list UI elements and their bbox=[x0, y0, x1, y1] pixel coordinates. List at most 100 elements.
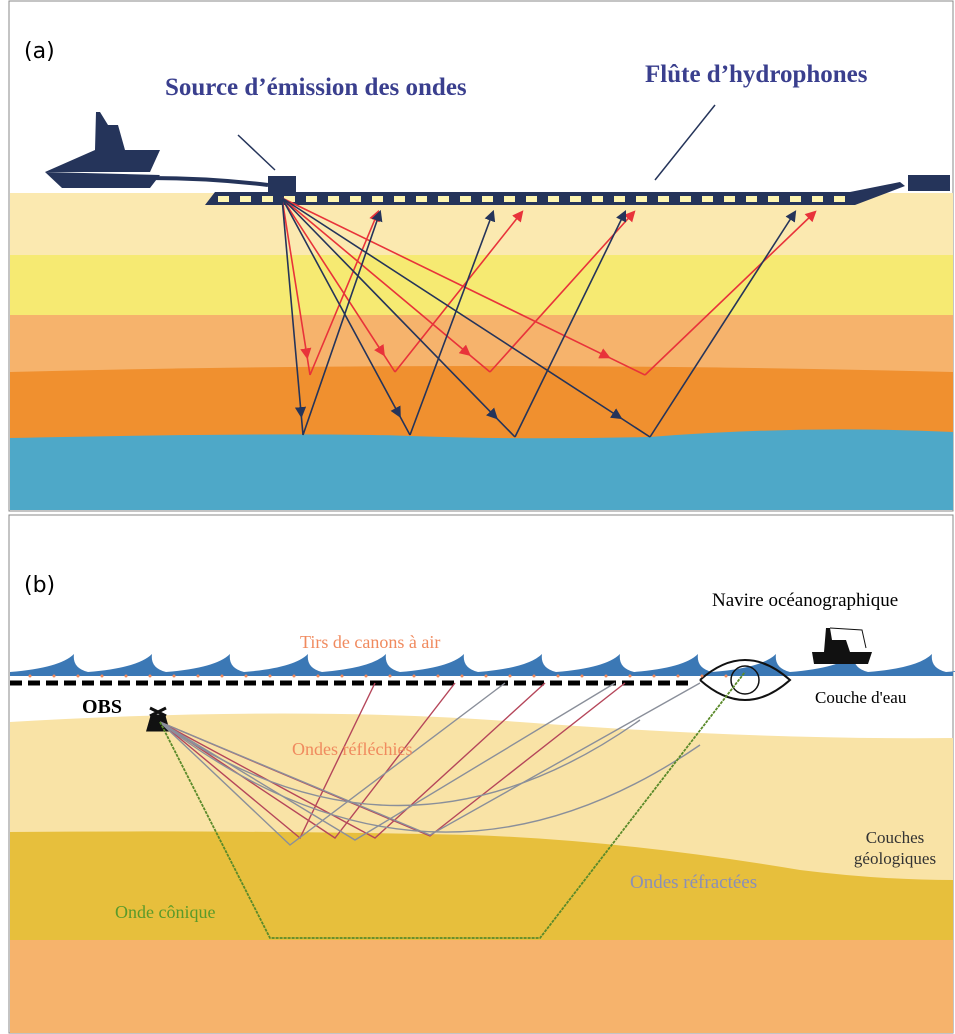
shape bbox=[700, 674, 704, 678]
shape bbox=[829, 627, 867, 649]
shape bbox=[237, 134, 276, 171]
shape bbox=[702, 196, 713, 202]
streamer-label: Flûte d’hydrophones bbox=[645, 61, 868, 88]
shape bbox=[548, 196, 559, 202]
shape bbox=[159, 671, 746, 939]
shape bbox=[908, 175, 950, 191]
shape bbox=[340, 674, 344, 678]
layers-label: géologiques bbox=[854, 849, 936, 868]
shape bbox=[281, 197, 307, 436]
shape bbox=[409, 209, 496, 436]
shape bbox=[159, 682, 701, 836]
shape bbox=[412, 674, 416, 678]
ship-label: Navire océanographique bbox=[712, 590, 898, 611]
shape bbox=[654, 104, 716, 181]
shape bbox=[28, 674, 32, 678]
panel-b: (b) Navire océanographique Tirs de canon… bbox=[8, 514, 955, 1034]
reflected-label: Ondes réfléchies bbox=[292, 739, 412, 759]
shape bbox=[416, 196, 427, 202]
panel-label: (b) bbox=[24, 573, 55, 598]
shape bbox=[149, 176, 269, 187]
shape bbox=[281, 197, 396, 373]
shape bbox=[350, 196, 361, 202]
shape bbox=[10, 315, 953, 373]
shape bbox=[730, 665, 760, 695]
shape bbox=[438, 196, 449, 202]
shape bbox=[644, 210, 817, 376]
refracted-label: Ondes réfractées bbox=[630, 872, 757, 893]
shape bbox=[372, 196, 383, 202]
source-label: Source d’émission des ondes bbox=[165, 74, 467, 101]
shape bbox=[292, 674, 296, 678]
shape bbox=[812, 628, 872, 664]
shape bbox=[364, 674, 368, 678]
shape bbox=[614, 196, 625, 202]
water-label: Couche d'eau bbox=[815, 688, 907, 707]
shape bbox=[10, 429, 953, 510]
shape bbox=[281, 197, 516, 438]
shape bbox=[790, 196, 801, 202]
shape bbox=[281, 197, 312, 376]
shape bbox=[508, 674, 512, 678]
shape bbox=[460, 196, 471, 202]
shape bbox=[746, 196, 757, 202]
shape bbox=[268, 674, 272, 678]
shape bbox=[724, 196, 735, 202]
shape bbox=[302, 209, 383, 436]
shape bbox=[281, 197, 651, 438]
airgun-label: Tirs de canons à air bbox=[300, 632, 440, 652]
shape bbox=[556, 674, 560, 678]
shape bbox=[76, 674, 80, 678]
shape bbox=[388, 674, 392, 678]
shape bbox=[159, 682, 456, 839]
shape bbox=[580, 674, 584, 678]
conic-label: Onde cônique bbox=[115, 902, 215, 922]
shape bbox=[658, 196, 669, 202]
shape bbox=[306, 196, 317, 202]
shape bbox=[244, 674, 248, 678]
group bbox=[281, 197, 817, 438]
shape bbox=[482, 196, 493, 202]
shape bbox=[328, 196, 339, 202]
shape bbox=[281, 197, 411, 436]
group bbox=[28, 671, 746, 939]
shape bbox=[676, 674, 680, 678]
shape bbox=[768, 196, 779, 202]
shape bbox=[10, 940, 953, 1033]
shape bbox=[460, 674, 464, 678]
shape bbox=[489, 210, 636, 373]
shape bbox=[100, 674, 104, 678]
shape bbox=[699, 659, 792, 701]
shape bbox=[148, 674, 152, 678]
shape bbox=[526, 196, 537, 202]
shape bbox=[394, 210, 524, 373]
shape bbox=[124, 674, 128, 678]
shape bbox=[159, 721, 701, 833]
shape bbox=[570, 196, 581, 202]
shape bbox=[628, 674, 632, 678]
shape bbox=[281, 197, 491, 373]
shape bbox=[652, 674, 656, 678]
shape bbox=[172, 674, 176, 678]
shape bbox=[680, 196, 691, 202]
shape bbox=[52, 674, 56, 678]
shape bbox=[484, 674, 488, 678]
shape bbox=[45, 112, 160, 188]
shape bbox=[636, 196, 647, 202]
shape bbox=[284, 196, 295, 202]
shape bbox=[316, 674, 320, 678]
shape bbox=[604, 674, 608, 678]
shape bbox=[281, 197, 646, 376]
shape bbox=[10, 255, 953, 317]
shape bbox=[10, 831, 953, 940]
shape bbox=[159, 682, 546, 839]
shape bbox=[592, 196, 603, 202]
shape bbox=[268, 176, 296, 196]
shape bbox=[514, 209, 627, 438]
shape bbox=[649, 210, 797, 438]
shape bbox=[240, 196, 251, 202]
shape bbox=[724, 674, 728, 678]
shape bbox=[834, 196, 845, 202]
panel-label: (a) bbox=[24, 39, 55, 64]
shape bbox=[218, 196, 229, 202]
